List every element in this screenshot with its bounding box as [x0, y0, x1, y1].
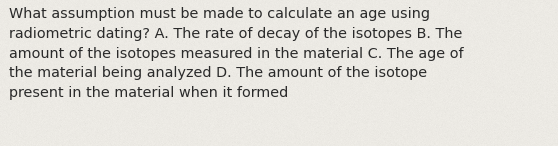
Text: What assumption must be made to calculate an age using
radiometric dating? A. Th: What assumption must be made to calculat… [9, 7, 464, 100]
